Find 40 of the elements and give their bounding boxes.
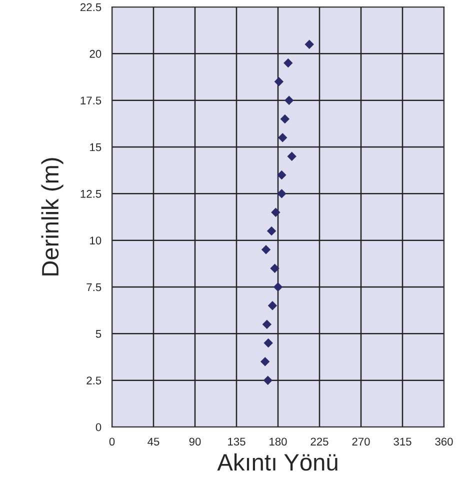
y-tick-label: 20 <box>90 50 102 58</box>
y-tick-label: 17.5 <box>80 96 102 104</box>
x-tick-label: 225 <box>310 438 328 446</box>
y-tick-label: 22.5 <box>80 3 102 12</box>
y-tick-label: 12.5 <box>80 190 102 198</box>
point <box>278 133 288 142</box>
y-tick-label: 5 <box>96 330 102 338</box>
point <box>284 96 294 105</box>
x-tick-label: 360 <box>435 438 453 446</box>
y-tick-label: 7.5 <box>86 283 102 292</box>
x-tick-label: 90 <box>189 438 201 446</box>
point <box>304 40 314 49</box>
x-tick-label: 0 <box>109 438 115 446</box>
x-tick-label: 180 <box>270 438 287 446</box>
point <box>271 208 280 217</box>
y-tick-label: 10 <box>90 236 102 244</box>
point <box>280 114 290 124</box>
x-tick-label: 270 <box>352 438 370 446</box>
point <box>263 376 272 385</box>
x-tick-label: 135 <box>228 438 246 446</box>
x-tick-label: 45 <box>148 438 160 446</box>
point <box>287 152 296 161</box>
point <box>284 58 293 68</box>
point <box>261 245 271 254</box>
point <box>274 77 284 86</box>
point <box>277 170 286 180</box>
point <box>266 226 276 236</box>
x-axis-title: Akıntı Yönü <box>217 453 338 471</box>
point <box>262 320 272 329</box>
point <box>268 301 278 310</box>
y-tick-label: 2.5 <box>86 376 102 384</box>
y-axis-title: Derinlik (m) <box>41 158 64 276</box>
x-tick-label: 315 <box>394 438 412 446</box>
y-tick-label: 15 <box>90 143 102 152</box>
y-tick-label: 0 <box>96 423 102 432</box>
point <box>277 189 286 198</box>
point <box>260 357 270 366</box>
point <box>270 264 280 273</box>
point <box>273 282 283 292</box>
point <box>264 338 273 348</box>
